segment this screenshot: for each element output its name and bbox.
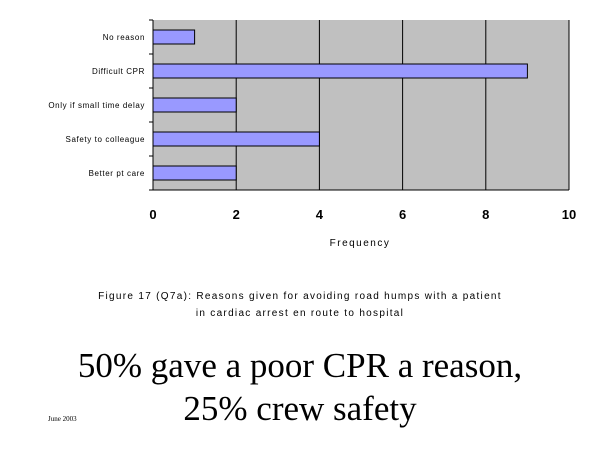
headline-line-2: 25% crew safety	[183, 389, 417, 428]
bars	[152, 29, 528, 181]
category-label: Better pt care	[89, 169, 145, 178]
figure-caption-line-2: in cardiac arrest en route to hospital	[195, 308, 405, 319]
axes	[149, 19, 569, 191]
x-tick-label: 2	[233, 207, 240, 222]
bar	[152, 131, 320, 147]
category-label: No reason	[103, 33, 145, 42]
x-tick-label: 4	[316, 207, 324, 222]
date-footer: June 2003	[48, 415, 77, 423]
category-label: Only if small time delay	[48, 101, 145, 110]
bar	[152, 29, 196, 45]
headline-line-1: 50% gave a poor CPR a reason,	[77, 346, 523, 385]
x-tick-label: 10	[562, 207, 576, 222]
category-labels: No reason Difficult CPR Only if small time…	[48, 33, 145, 178]
figure-caption-line-1: Figure 17 (Q7a): Reasons given for avoid…	[98, 291, 502, 302]
bar	[152, 63, 528, 79]
x-tick-label: 8	[482, 207, 489, 222]
x-tick-label: 0	[149, 207, 156, 222]
bar	[152, 165, 237, 181]
bar-chart: No reason Difficult CPR Only if small time…	[48, 19, 576, 249]
bar	[152, 97, 237, 113]
grid-lines	[235, 20, 570, 190]
x-axis-title: Frequency	[330, 238, 391, 249]
category-label: Safety to colleague	[66, 135, 145, 144]
x-tick-label: 6	[399, 207, 406, 222]
category-label: Difficult CPR	[92, 67, 145, 76]
x-tick-labels: 0 2 4 6 8 10	[149, 207, 576, 222]
